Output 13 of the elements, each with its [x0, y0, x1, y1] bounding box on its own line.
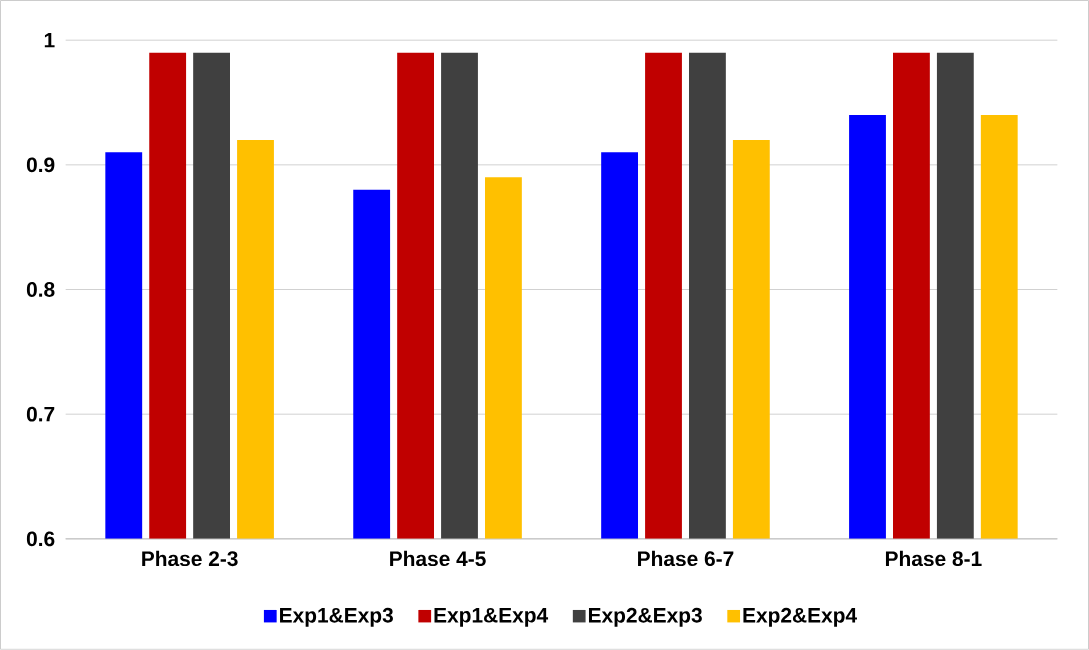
legend-label: Exp1&Exp3: [280, 607, 393, 627]
x-tick-label: Phase 6-7: [638, 550, 734, 567]
x-tick-label: Phase 8-1: [885, 550, 982, 567]
legend-label: Exp2&Exp3: [588, 607, 702, 627]
y-tick-label: 0.9: [26, 157, 55, 173]
legend-label: Exp2&Exp4: [743, 607, 857, 627]
x-tick-label: Phase 4-5: [390, 550, 486, 567]
x-tick-label: Phase 2-3: [142, 550, 238, 567]
y-tick-label: 1: [44, 33, 55, 48]
y-tick-label: 0.7: [26, 406, 55, 422]
legend-label: Exp1&Exp4: [434, 607, 549, 627]
y-tick-label: 0.8: [26, 282, 55, 297]
y-tick-label: 0.6: [26, 531, 55, 547]
